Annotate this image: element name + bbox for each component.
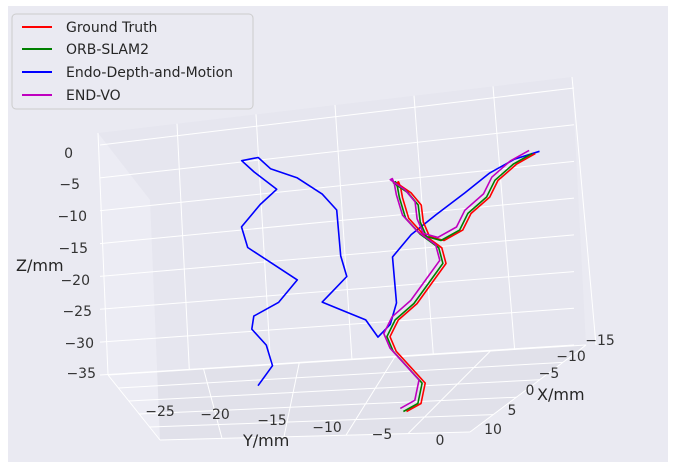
grid-line xyxy=(283,362,300,437)
grid-line xyxy=(107,344,587,376)
grid-line xyxy=(492,86,516,351)
grid-line xyxy=(571,76,597,346)
z-tick-label: −20 xyxy=(60,273,90,289)
x-tick-label: −10 xyxy=(556,349,586,365)
y-tick-label: 0 xyxy=(436,433,445,449)
back-pane xyxy=(98,77,586,375)
y-tick-label: −15 xyxy=(257,413,287,429)
series-line-orb-slam2 xyxy=(386,152,533,413)
grid-line xyxy=(99,87,575,146)
z-tick-label: 0 xyxy=(64,146,73,162)
grid-line xyxy=(345,356,396,436)
x-axis-label: X/mm xyxy=(537,385,585,404)
y-tick-label: −25 xyxy=(145,404,175,420)
grid-line xyxy=(99,344,575,376)
grid-line xyxy=(139,396,517,415)
y-axis-ticks: −25 −20 −15 −10 −5 0 xyxy=(145,404,444,449)
x-axis-ticks: −15 −10 −5 0 5 10 xyxy=(484,333,615,438)
grid-line xyxy=(99,307,575,343)
y-tick-label: −10 xyxy=(312,420,342,436)
y-axis-label: Y/mm xyxy=(242,431,289,450)
floor-pane xyxy=(108,345,586,440)
series-line-endo-depth-and-motion xyxy=(240,150,540,387)
z-tick-label: −25 xyxy=(62,304,92,320)
legend-label-endo-dm: Endo-Depth-and-Motion xyxy=(66,65,233,81)
z-axis-label: Z/mm xyxy=(16,256,64,275)
grid-line xyxy=(107,374,161,441)
x-tick-label: 0 xyxy=(526,383,535,399)
x-tick-label: −15 xyxy=(585,333,615,349)
grid-line xyxy=(203,368,223,439)
grid-line xyxy=(255,114,272,366)
legend-label-end-vo: END-VO xyxy=(66,88,121,104)
grid-line xyxy=(176,123,190,371)
y-tick-label: −5 xyxy=(372,427,393,443)
z-tick-label: −35 xyxy=(66,366,96,382)
grid-line xyxy=(159,431,471,441)
z-tick-label: −10 xyxy=(57,209,87,225)
trajectories xyxy=(240,149,540,413)
grid-line xyxy=(469,344,587,433)
grid-line xyxy=(99,234,575,277)
grid-line xyxy=(97,132,109,376)
legend-box xyxy=(11,13,254,110)
x-tick-label: 10 xyxy=(484,422,502,438)
grid-line xyxy=(99,271,575,310)
y-tick-label: −20 xyxy=(200,407,230,423)
x-tick-label: 5 xyxy=(508,403,517,419)
grid-line xyxy=(334,104,353,361)
legend: Ground Truth ORB-SLAM2 Endo-Depth-and-Mo… xyxy=(11,13,254,110)
z-tick-label: −5 xyxy=(59,177,80,193)
legend-label-orb-slam2: ORB-SLAM2 xyxy=(66,42,149,58)
grid-line xyxy=(149,414,494,428)
grid-line xyxy=(128,379,540,402)
x-tick-label: −5 xyxy=(539,366,560,382)
legend-label-ground-truth: Ground Truth xyxy=(66,20,157,36)
z-tick-label: −15 xyxy=(58,241,88,257)
grid-line xyxy=(407,350,491,434)
z-tick-label: −30 xyxy=(64,336,94,352)
series-line-end-vo xyxy=(382,149,530,410)
grid-line xyxy=(118,361,563,389)
series-line-ground-truth xyxy=(389,152,536,413)
z-axis-ticks: 0 −5 −10 −15 −20 −25 −30 −35 xyxy=(57,146,96,382)
